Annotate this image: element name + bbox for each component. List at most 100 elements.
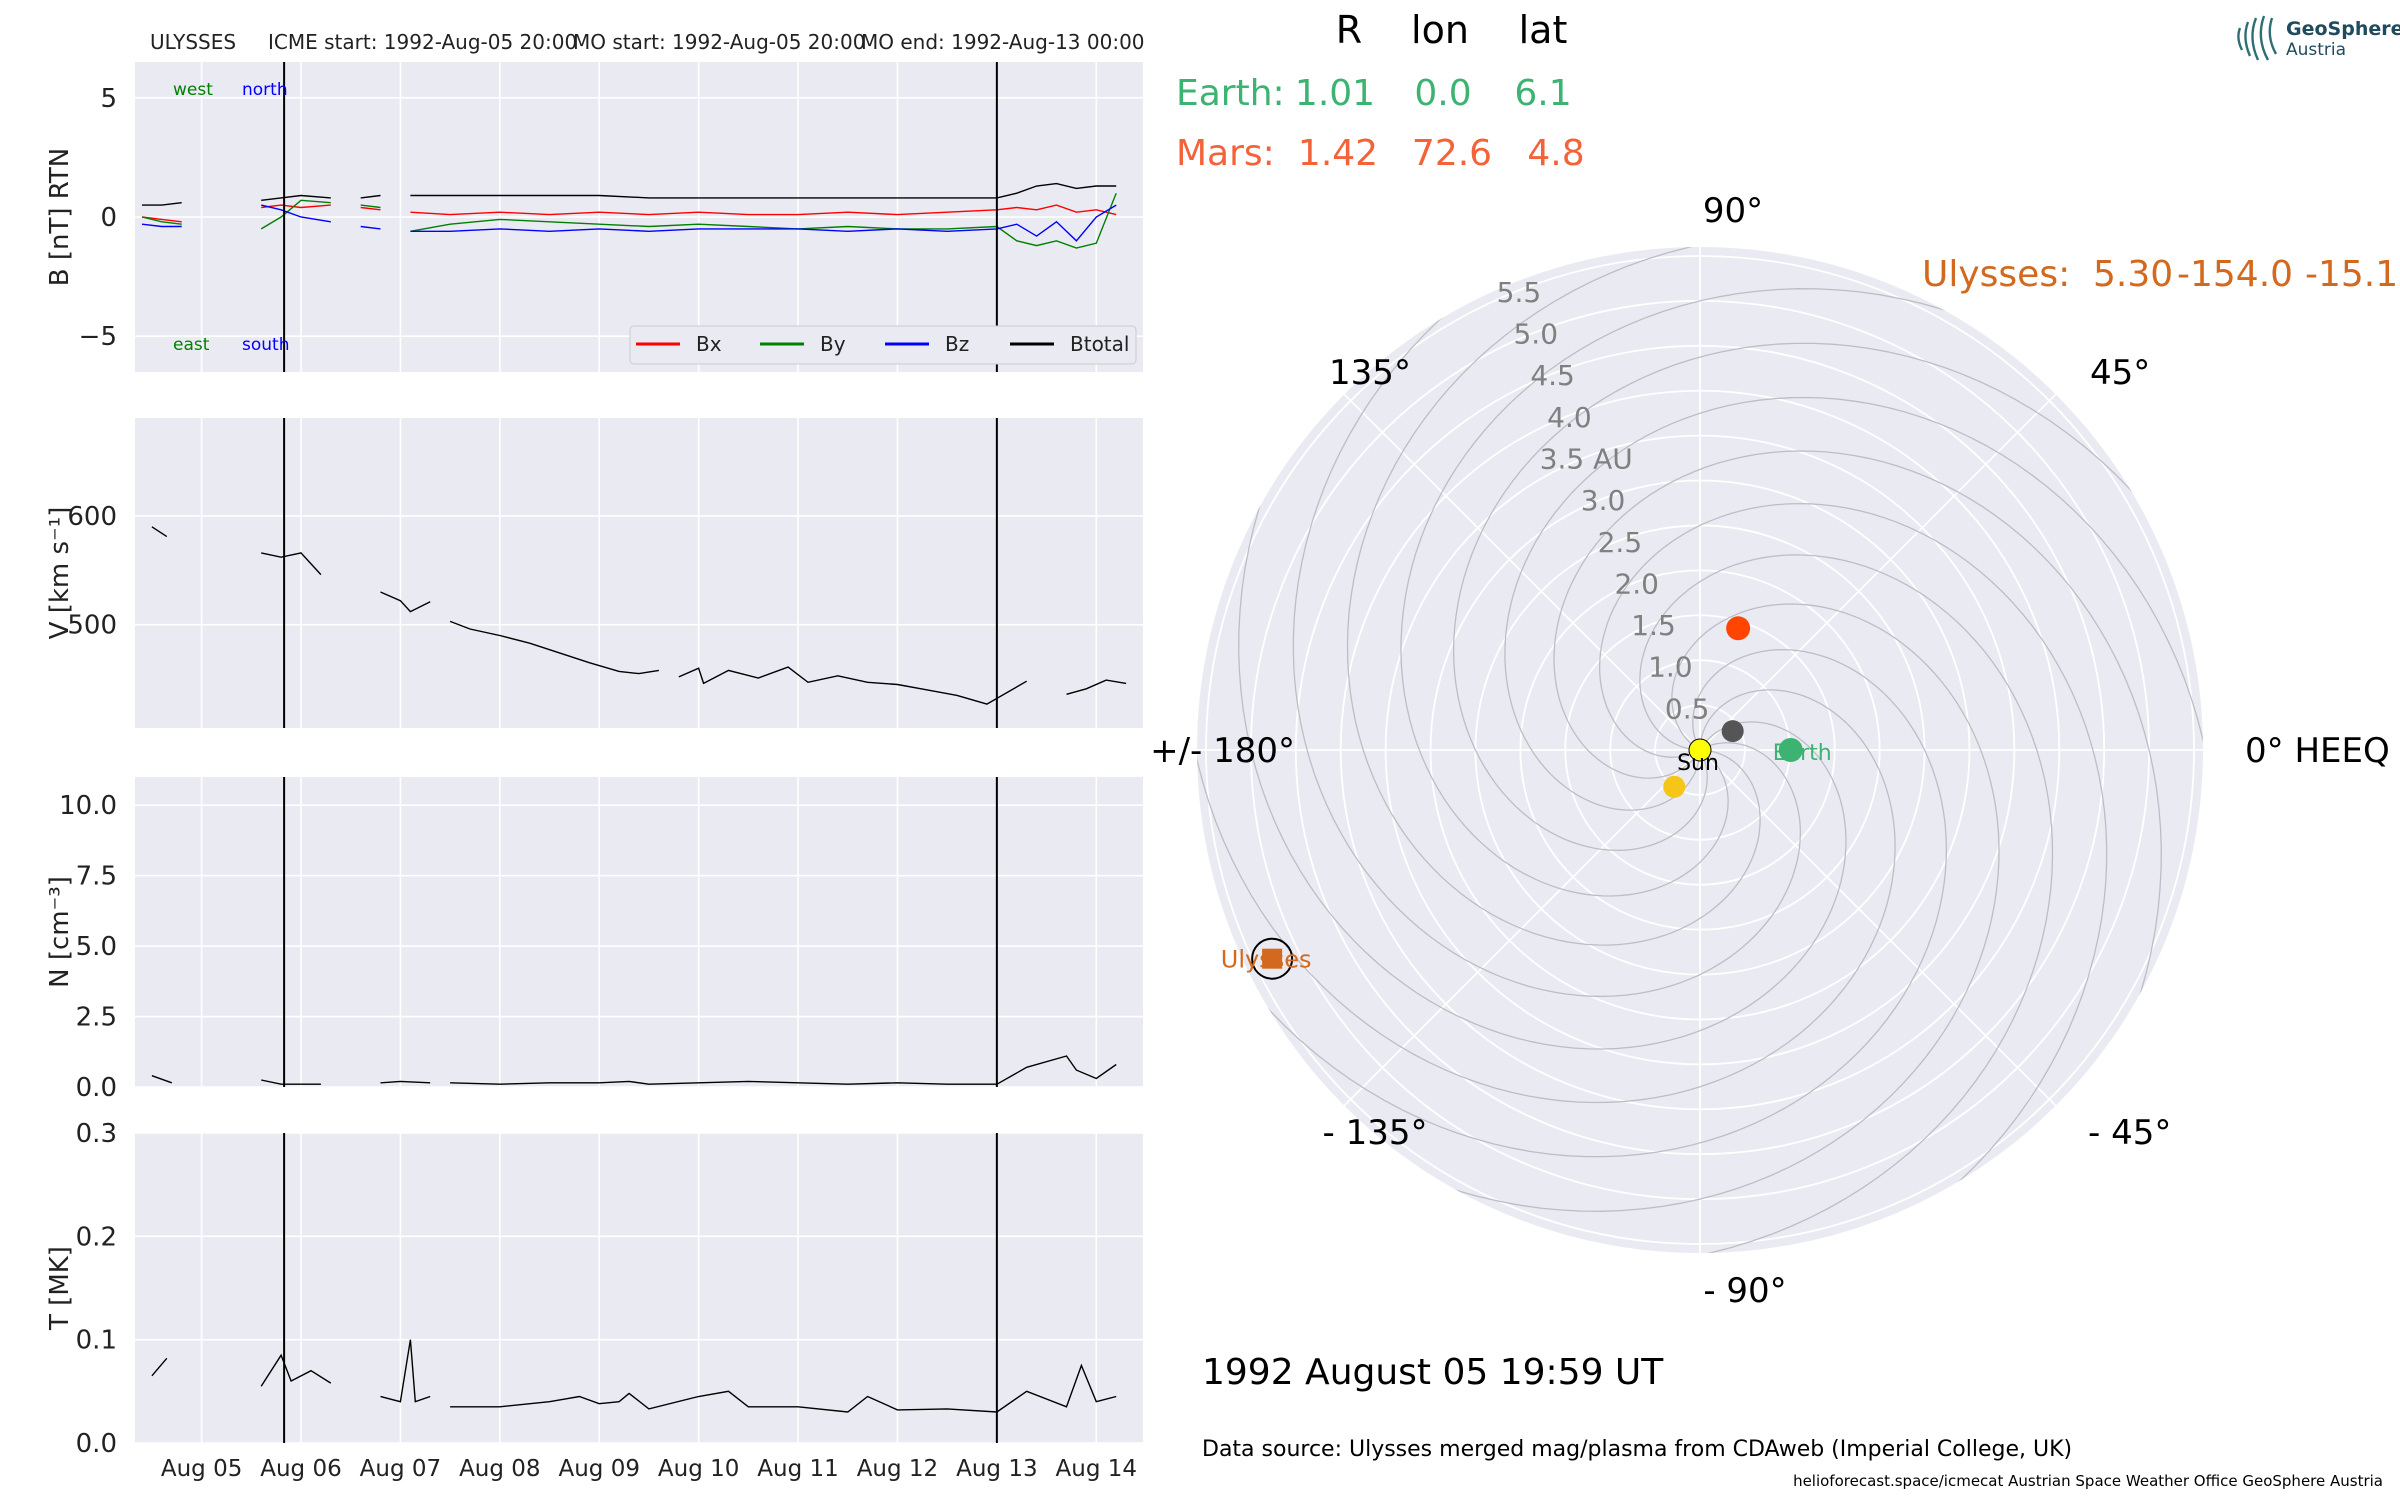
radial-tick-label: 3.0 <box>1581 484 1626 517</box>
parker-spiral-arm <box>1356 603 2000 1212</box>
x-tick-label: Aug 10 <box>658 1456 740 1482</box>
radial-tick-label: 3.5 AU <box>1540 443 1633 476</box>
positions-table: R lon lat Earth: 1.01 0.0 6.1 Mars: 1.42… <box>1176 8 2398 295</box>
angle-tick-label: 45° <box>2090 353 2150 393</box>
mars-row-lon: 72.6 <box>1412 133 1492 174</box>
panel-magnetic-field: 5 0 −5 B [nT] RTN west north east south Bx By Bz Bt… <box>45 62 1143 372</box>
angle-tick-label: 0° HEEQ <box>2245 731 2390 771</box>
angle-tick-label: - 135° <box>1323 1113 1428 1153</box>
mars-row-lat: 4.8 <box>1527 133 1584 174</box>
y-tick-label: −5 <box>79 322 117 352</box>
earth-row-lon: 0.0 <box>1414 73 1471 114</box>
x-tick-label: Aug 11 <box>757 1456 839 1482</box>
ulysses-row-lon: -154.0 <box>2177 254 2293 295</box>
logo-line1: GeoSphere <box>2286 18 2400 40</box>
venus-marker <box>1663 775 1686 798</box>
column-header-r: R <box>1336 8 1362 52</box>
earth-row-lat: 6.1 <box>1514 73 1571 114</box>
y-axis-label: T [MK] <box>45 1246 75 1331</box>
series-line <box>151 1339 1117 1413</box>
sun-label: Sun <box>1677 751 1719 776</box>
parker-spiral-arm <box>1203 648 1948 1158</box>
radial-tick-label: 4.5 <box>1530 359 1575 392</box>
series-line-by <box>141 192 1117 249</box>
radial-tick-label: 1.5 <box>1631 609 1676 642</box>
y-axis-label: B [nT] RTN <box>45 148 75 287</box>
parker-spirals <box>1197 247 2203 1253</box>
y-tick-label: 0.3 <box>76 1119 117 1149</box>
earth-label: Earth <box>1773 741 1832 766</box>
mars-row-r: 1.42 <box>1298 133 1378 174</box>
sun-marker <box>1688 738 1712 762</box>
parker-spiral-arm <box>1238 406 1847 1050</box>
y-tick-label: 2.5 <box>76 1003 117 1033</box>
x-tick-label: Aug 12 <box>857 1456 939 1482</box>
angle-tick-label: +/- 180° <box>1150 731 1295 771</box>
earth-row-r: 1.01 <box>1295 73 1375 114</box>
legend-frame <box>629 325 1137 365</box>
time-series-panels: 5 0 −5 B [nT] RTN west north east south Bx By Bz Bt… <box>45 62 1143 1482</box>
panel-density: 10.0 7.5 5.0 2.5 0.0 N [cm⁻³] <box>45 777 1143 1103</box>
icme-start-label: ICME start: 1992-Aug-05 20:00 <box>268 30 577 54</box>
mo-end-label: MO end: 1992-Aug-13 00:00 <box>861 30 1145 54</box>
y-tick-label: 5.0 <box>76 932 117 962</box>
parker-spiral-arm <box>1598 502 2108 1247</box>
angle-tick-label: - 90° <box>1703 1271 1786 1311</box>
parker-spiral-arm <box>1292 253 1802 998</box>
series-line-bz <box>141 204 1117 242</box>
y-tick-label: 0.2 <box>76 1222 117 1252</box>
x-tick-label: Aug 14 <box>1056 1456 1138 1482</box>
y-tick-label: 7.5 <box>76 862 117 892</box>
y-tick-label: 0.1 <box>76 1326 117 1356</box>
radial-tick-label: 0.5 <box>1665 692 1710 725</box>
geosphere-logo: GeoSphere Austria <box>2237 15 2400 61</box>
polar-orbit-plot: 0.5 1.0 1.5 2.0 2.5 3.0 3.5 AU 4.0 4.5 5.0 5.5 90° 4… <box>1150 191 2390 1311</box>
ulysses-marker <box>1262 948 1283 969</box>
radial-tick-label: 5.0 <box>1513 318 1558 351</box>
legend: Bx By Bz Btotal <box>629 325 1137 365</box>
ulysses-row-r: 5.30 <box>2093 254 2173 295</box>
geosphere-logo-icon <box>2237 15 2278 61</box>
logo-line2: Austria <box>2286 40 2346 60</box>
parker-spiral-arm <box>1197 651 1896 1104</box>
y-tick-label: 0.0 <box>76 1429 117 1459</box>
timestamp: 1992 August 05 19:59 UT <box>1202 1352 1664 1393</box>
series-line-btotal <box>142 182 1117 206</box>
parker-spiral-arm <box>1601 554 2054 1253</box>
angle-tick-label: 90° <box>1703 191 1763 231</box>
y-axis-label: N [cm⁻³] <box>45 876 75 988</box>
mars-marker <box>1726 616 1751 641</box>
panel-temperature: 0.3 0.2 0.1 0.0 T [MK] Aug 05 Aug 06 Aug 07 Aug … <box>45 1119 1143 1482</box>
radial-tick-label: 5.5 <box>1497 276 1542 309</box>
radial-tick-label: 2.5 <box>1598 526 1643 559</box>
y-tick-label: 0 <box>100 203 117 233</box>
x-tick-label: Aug 07 <box>360 1456 442 1482</box>
ulysses-row-name: Ulysses: <box>1922 254 2070 295</box>
annotation-north: north <box>242 80 288 100</box>
annotation-west: west <box>173 80 213 100</box>
series-line <box>151 526 1127 705</box>
ulysses-row-lat: -15.1 <box>2305 254 2398 295</box>
mars-row-name: Mars: <box>1176 133 1275 174</box>
annotation-south: south <box>242 335 289 355</box>
panel-background <box>135 777 1143 1087</box>
angle-tick-label: - 45° <box>2088 1113 2171 1153</box>
radial-tick-label: 2.0 <box>1614 567 1659 600</box>
series-line-bx <box>141 204 1117 223</box>
ulysses-label: Ulysses <box>1221 946 1312 974</box>
y-tick-label: 600 <box>67 502 117 532</box>
mo-start-label: MO start: 1992-Aug-05 20:00 <box>573 30 865 54</box>
x-tick-label: Aug 09 <box>558 1456 640 1482</box>
parker-spiral-arm <box>1346 247 1799 946</box>
angle-tick-label: 135° <box>1329 353 1411 393</box>
data-source: Data source: Ulysses merged mag/plasma f… <box>1202 1437 2072 1462</box>
y-tick-label: 10.0 <box>59 791 117 821</box>
parker-spiral-arm <box>1400 288 2044 897</box>
y-axis-label: V [km s⁻¹] <box>45 507 75 640</box>
spacecraft-name: ULYSSES <box>150 30 236 54</box>
radial-tick-label: 4.0 <box>1547 401 1592 434</box>
legend-label-btotal: Btotal <box>1070 332 1129 356</box>
credits: helioforecast.space/icmecat Austrian Spa… <box>1793 1472 2383 1490</box>
